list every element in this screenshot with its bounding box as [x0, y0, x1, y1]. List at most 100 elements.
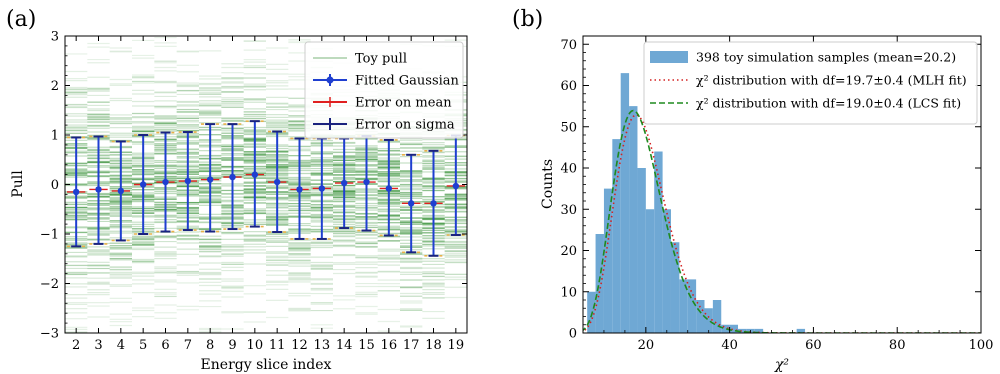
x-tick-label: 5: [139, 338, 147, 353]
x-tick-label-b: 60: [805, 338, 822, 353]
legend-swatch-gaussian-dot: [326, 76, 334, 84]
y-tick-label: 2: [51, 79, 59, 94]
x-tick-label: 17: [403, 338, 420, 353]
x-tick-label: 10: [247, 338, 264, 353]
x-tick-label: 16: [381, 338, 398, 353]
x-tick-label: 15: [358, 338, 375, 353]
gaussian-mean-point: [95, 186, 102, 193]
gaussian-mean-point: [273, 178, 281, 186]
x-axis-label-a: Energy slice index: [201, 357, 332, 373]
gaussian-mean-point: [407, 200, 415, 207]
y-tick-label-b: 60: [560, 79, 577, 94]
x-tick-label: 19: [448, 338, 465, 353]
x-tick-label: 12: [291, 338, 308, 353]
x-tick-label-b: 40: [721, 338, 738, 353]
histogram-bar: [754, 328, 764, 333]
y-tick-label: 0: [51, 178, 59, 193]
histogram-bar: [687, 279, 697, 333]
panel-b-chart: 20 40 60 80 100 0 10 20 30 40 50 60 70 χ² Counts 398…: [540, 35, 993, 373]
histogram-bar: [629, 106, 638, 333]
x-tick-label: 13: [314, 338, 331, 353]
x-tick-label: 6: [161, 338, 169, 353]
histogram-bar: [704, 308, 713, 333]
x-tick-label: 8: [206, 338, 214, 353]
legend-label-a: Error on mean: [355, 96, 452, 111]
legend-a: Toy pull Fitted Gaussian Error on mean Erro…: [304, 41, 464, 139]
histogram-bar: [620, 73, 630, 333]
x-tick-label: 9: [228, 338, 236, 353]
x-tick-label-b: 20: [638, 338, 655, 353]
legend-label-a: Toy pull: [355, 52, 407, 67]
legend-box-a: [304, 41, 464, 139]
legend-swatch-histogram: [650, 51, 688, 63]
gaussian-mean-point: [430, 200, 437, 207]
legend-label-a: Fitted Gaussian: [355, 74, 460, 89]
y-tick-label-b: 10: [560, 285, 577, 300]
x-tick-label: 2: [72, 338, 80, 353]
x-axis-label-b: χ²: [774, 357, 789, 373]
x-tick-label-b: 100: [969, 338, 994, 353]
histogram-bar: [712, 300, 722, 333]
gaussian-mean-point: [162, 178, 169, 186]
fitted-gaussian-marks: [71, 120, 461, 257]
legend-label-b: χ² distribution with df=19.7±0.4 (MLH fi…: [696, 73, 967, 88]
legend-box-b: [643, 41, 978, 125]
gaussian-mean-point: [385, 185, 393, 192]
gaussian-mean-point: [229, 173, 236, 181]
gaussian-mean-point: [72, 188, 80, 196]
histogram-bar: [670, 242, 680, 333]
y-tick-label-b: 30: [560, 203, 577, 218]
gaussian-mean-point: [340, 179, 348, 187]
histogram-bar: [587, 291, 596, 333]
histogram-bar: [612, 139, 621, 333]
panel-b-label: (b): [512, 7, 543, 32]
x-tick-label: 7: [184, 338, 192, 353]
legend-label-b: χ² distribution with df=19.0±0.4 (LCS fi…: [696, 96, 961, 111]
y-tick-label-b: 40: [560, 162, 577, 177]
gaussian-mean-point: [117, 187, 125, 195]
y-axis-label-b: Counts: [540, 159, 556, 209]
x-tick-label: 4: [117, 338, 125, 353]
y-tick-label-b: 20: [560, 244, 577, 259]
histogram-bar: [603, 188, 613, 333]
y-tick-label: 3: [51, 30, 59, 45]
legend-label-a: Error on sigma: [355, 118, 455, 133]
histogram-bar: [796, 328, 806, 333]
gaussian-mean-point: [251, 171, 259, 178]
gaussian-mean-point: [452, 182, 460, 190]
legend-b: 398 toy simulation samples (mean=20.2) χ²…: [643, 41, 978, 125]
gaussian-mean-point: [363, 178, 370, 186]
x-tick-label: 3: [94, 338, 102, 353]
histogram-bar: [738, 328, 747, 333]
y-tick-label-b: 70: [560, 38, 577, 53]
histogram-bar: [645, 209, 655, 333]
gaussian-mean-point: [296, 186, 303, 193]
gaussian-mean-point: [318, 185, 326, 192]
histogram-bar: [679, 279, 688, 333]
histogram-bars: [587, 73, 806, 333]
legend-label-b: 398 toy simulation samples (mean=20.2): [696, 50, 956, 65]
y-tick-label: −2: [40, 277, 59, 292]
y-tick-label: 1: [51, 129, 59, 144]
y-tick-label-b: 0: [569, 327, 577, 342]
gaussian-mean-point: [184, 177, 192, 185]
x-tick-label: 14: [336, 338, 353, 353]
histogram-bar: [654, 151, 663, 333]
histogram-bar: [721, 324, 730, 333]
histogram-bar: [637, 168, 646, 333]
axis-ticks-b: 20 40 60 80 100 0 10 20 30 40 50 60 70: [560, 36, 993, 353]
histogram-bar: [729, 324, 739, 333]
gaussian-mean-point: [139, 181, 147, 188]
y-axis-label-a: Pull: [10, 170, 26, 198]
x-tick-label: 18: [425, 338, 442, 353]
histogram-bar: [662, 209, 671, 333]
y-tick-label: −1: [40, 228, 59, 243]
x-tick-label-b: 80: [889, 338, 906, 353]
panel-a-label: (a): [6, 7, 36, 32]
x-tick-label: 11: [269, 338, 286, 353]
histogram-bar: [595, 234, 604, 333]
gaussian-mean-point: [206, 176, 214, 183]
